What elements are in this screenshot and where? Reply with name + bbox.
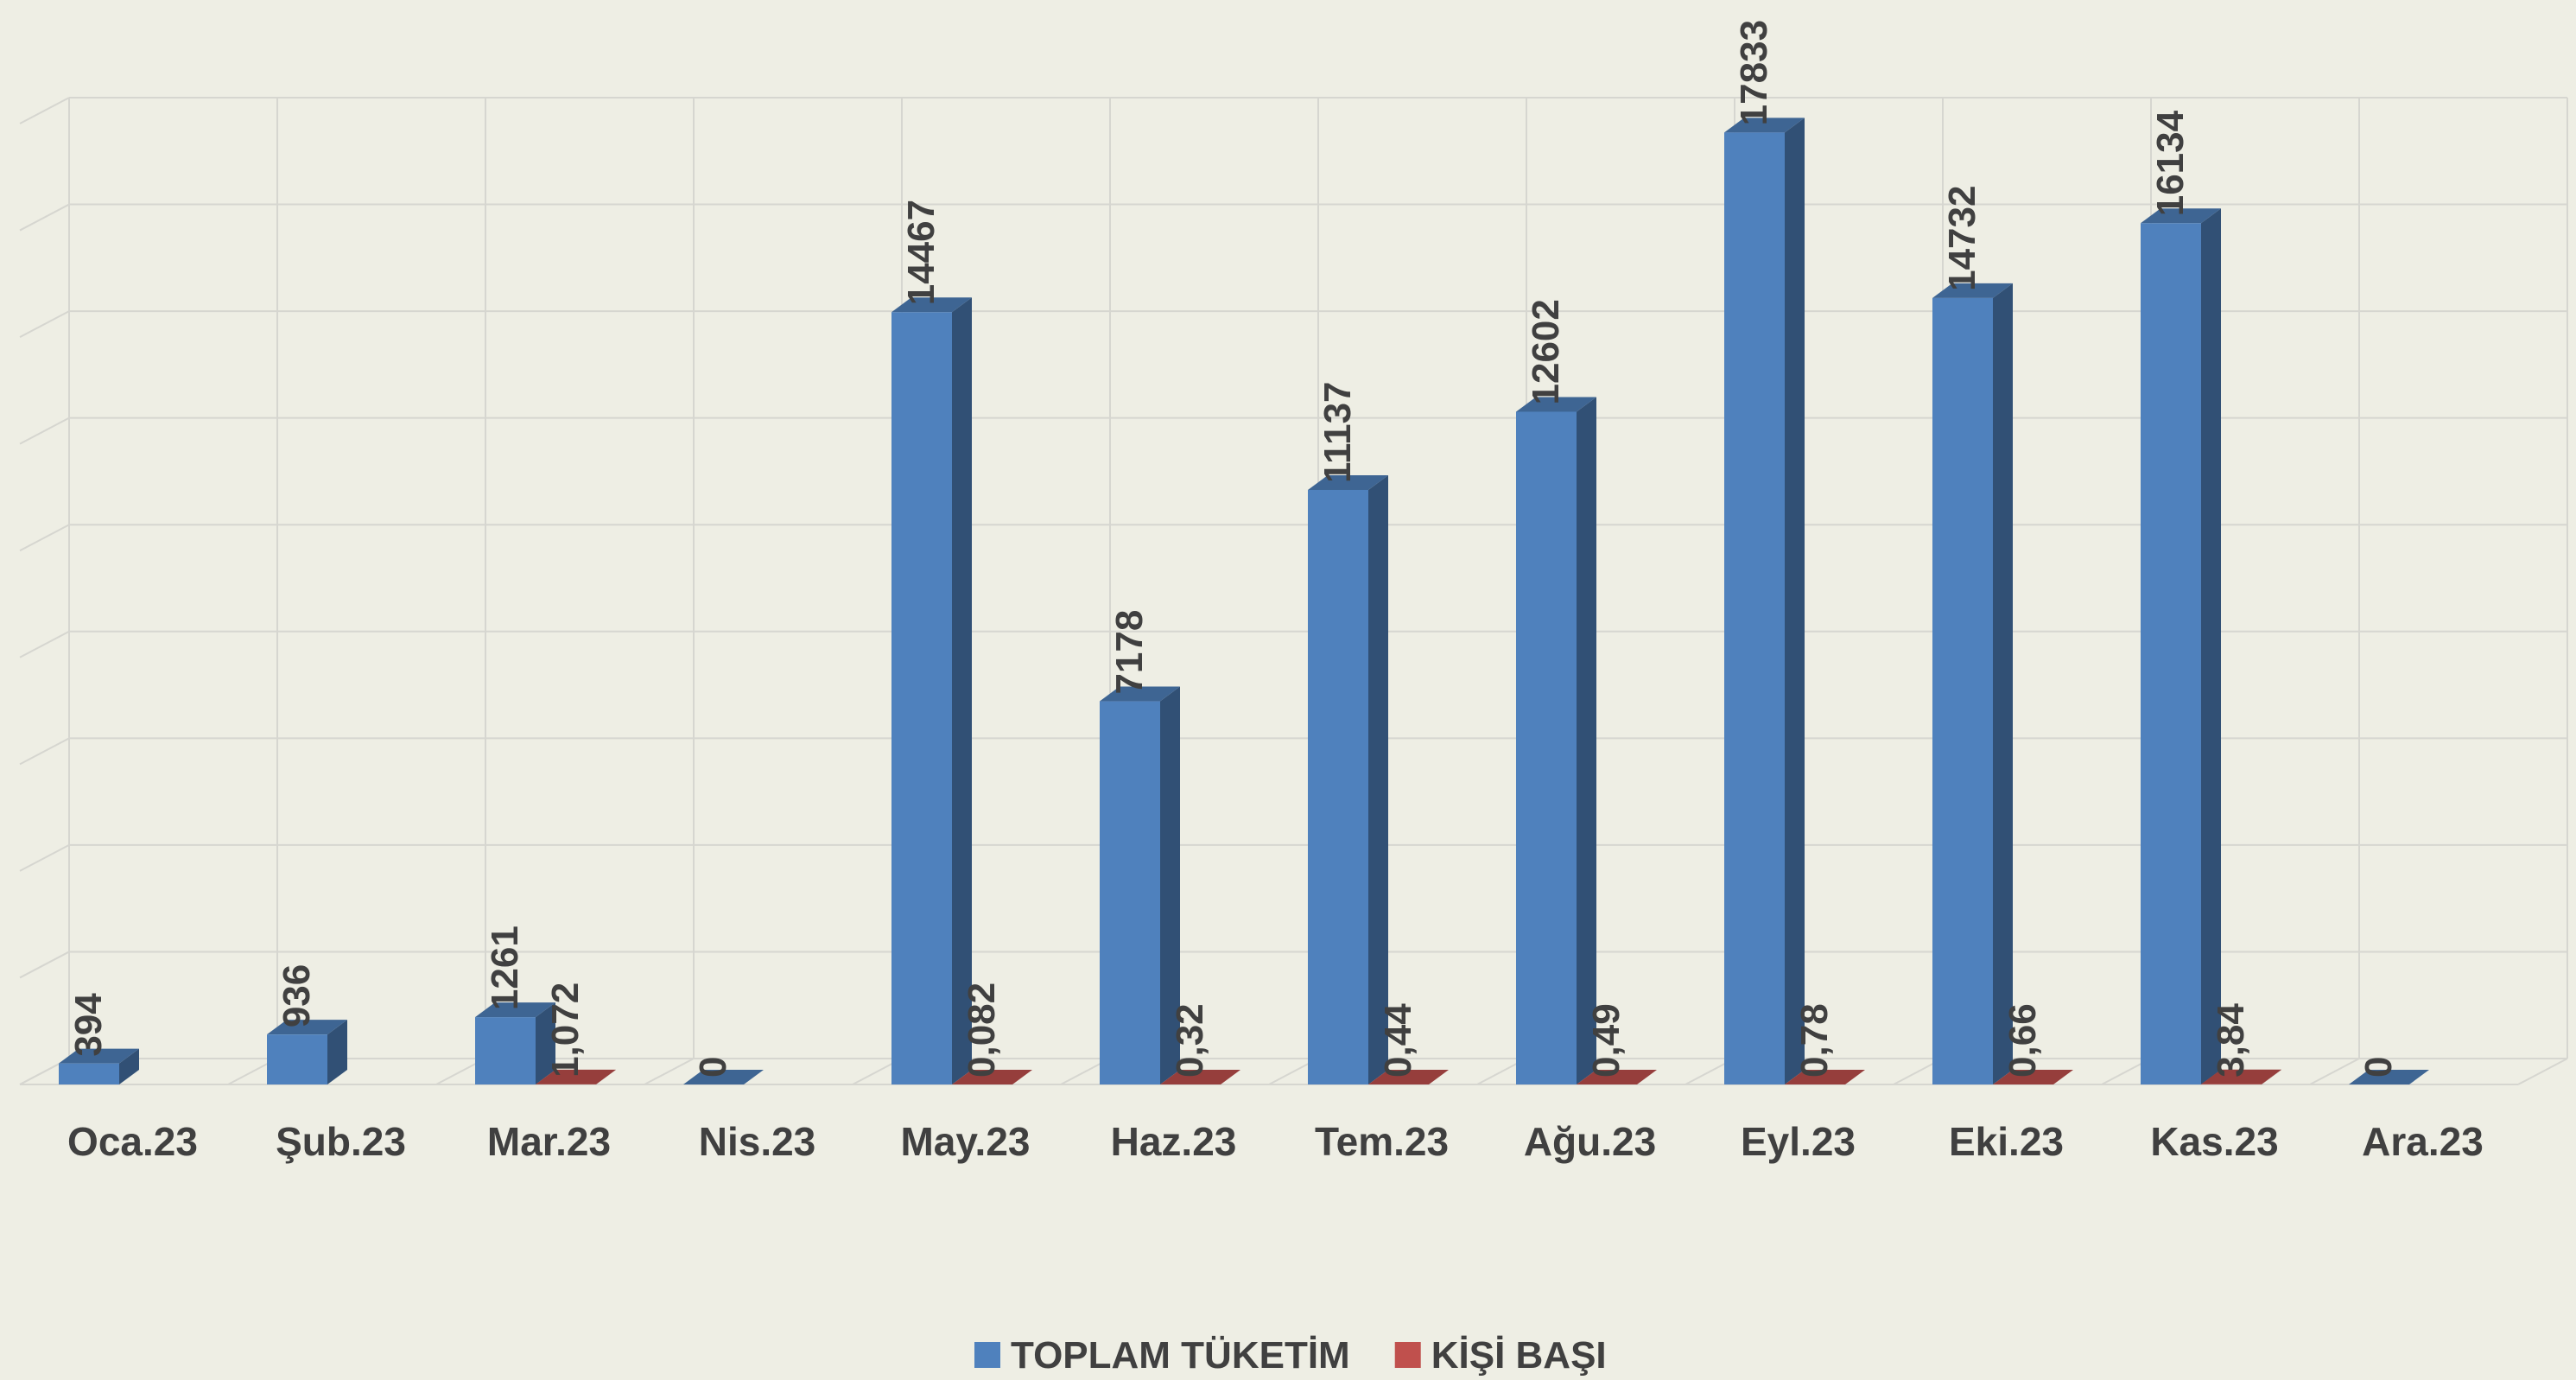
bar-side <box>1012 1069 1032 1084</box>
side-grid-line <box>19 524 70 552</box>
data-label: 0 <box>692 1057 734 1078</box>
x-tick-label: Ara.23 <box>2362 1119 2484 1164</box>
data-label: 0,082 <box>961 983 1003 1078</box>
bar <box>267 1034 327 1084</box>
x-tick-label: Mar.23 <box>487 1119 611 1164</box>
bar-top <box>536 1069 616 1084</box>
data-label: 11137 <box>1317 381 1359 483</box>
side-grid-line <box>19 310 70 338</box>
x-tick-label: May.23 <box>900 1119 1030 1164</box>
bar-side <box>536 1002 555 1084</box>
x-tick-label: Ağu.23 <box>1524 1119 1656 1164</box>
bar-top <box>683 1070 764 1084</box>
data-label: 0,49 <box>1585 1003 1627 1078</box>
bar-top <box>1785 1069 1865 1084</box>
bar <box>1100 701 1160 1084</box>
bar <box>1516 411 1577 1084</box>
bar-side <box>1845 1069 1865 1084</box>
side-grid-line <box>19 97 70 124</box>
bar-top <box>1160 1069 1240 1084</box>
bar-top <box>1724 118 1805 133</box>
bar <box>1308 489 1368 1084</box>
bar-side <box>1160 686 1180 1084</box>
data-label: 0,78 <box>1793 1003 1836 1078</box>
bar-top <box>2141 208 2221 224</box>
bar <box>59 1063 119 1084</box>
bar-top <box>2349 1070 2429 1084</box>
x-tick-label: Eyl.23 <box>1741 1119 1856 1164</box>
bar-side <box>1221 1069 1240 1084</box>
bar-top <box>891 297 972 313</box>
x-tick-label: Kas.23 <box>2150 1119 2278 1164</box>
data-label: 14467 <box>900 200 942 305</box>
bar-side <box>1429 1069 1449 1084</box>
floor-line <box>2309 1058 2360 1085</box>
bar <box>1724 132 1785 1084</box>
bar-side <box>1368 474 1388 1084</box>
bar <box>475 1017 536 1084</box>
data-label: 0,66 <box>2002 1003 2044 1078</box>
bar-side <box>2053 1069 2073 1084</box>
bar-top <box>267 1020 347 1035</box>
floor-line <box>644 1058 695 1085</box>
bar-top <box>475 1002 555 1018</box>
data-label: 14732 <box>1941 186 1983 291</box>
legend-label: TOPLAM TÜKETİM <box>1011 1334 1350 1377</box>
bar <box>891 312 952 1085</box>
bar-side <box>952 297 972 1085</box>
side-grid-line <box>19 630 70 658</box>
bar-side <box>327 1020 347 1084</box>
legend-swatch <box>1394 1342 1421 1368</box>
legend-label: KİŞİ BAŞI <box>1431 1334 1607 1377</box>
data-label: 17833 <box>1733 20 1775 125</box>
bar-top <box>1308 474 1388 490</box>
data-label: 0 <box>2357 1057 2400 1078</box>
bar-side <box>1577 397 1596 1084</box>
bar-top <box>1100 686 1180 702</box>
x-tick-label: Tem.23 <box>1315 1119 1449 1164</box>
side-grid-line <box>19 203 70 232</box>
side-grid-line <box>19 417 70 445</box>
bar-side <box>596 1069 616 1084</box>
bar-top <box>1932 283 2013 298</box>
bar-side <box>2262 1069 2281 1084</box>
bar-top <box>1577 1069 1657 1084</box>
x-tick-label: Nis.23 <box>699 1119 816 1164</box>
bar-top <box>1516 397 1596 412</box>
data-label: 16134 <box>2149 110 2192 216</box>
data-label: 7178 <box>1108 610 1151 695</box>
legend: TOPLAM TÜKETİM KİŞİ BAŞI <box>974 1334 1607 1377</box>
bar-top <box>1993 1069 2073 1084</box>
bar-side <box>1637 1069 1657 1084</box>
data-label: 0,44 <box>1377 1003 1419 1078</box>
bar <box>1932 297 1993 1084</box>
bar-side <box>1785 118 1805 1084</box>
data-label: 3,84 <box>2210 1003 2252 1078</box>
data-label: 0,32 <box>1169 1003 1211 1078</box>
floor-line <box>2517 1058 2568 1085</box>
bar-side <box>119 1048 139 1084</box>
side-grid-line <box>19 844 70 872</box>
x-tick-label: Eki.23 <box>1949 1119 2064 1164</box>
bar-side <box>1993 283 2013 1084</box>
side-grid-line <box>19 737 70 766</box>
bar <box>2141 223 2201 1084</box>
side-grid-line <box>19 951 70 979</box>
data-label: 1,072 <box>544 983 587 1078</box>
data-label: 936 <box>276 964 318 1027</box>
bar-side <box>2201 208 2221 1084</box>
data-label: 12602 <box>1525 299 1567 404</box>
x-tick-label: Şub.23 <box>276 1119 406 1164</box>
data-label: 1261 <box>484 925 526 1010</box>
x-tick-label: Oca.23 <box>67 1119 198 1164</box>
legend-swatch <box>974 1342 1000 1368</box>
data-label: 394 <box>67 993 110 1057</box>
x-tick-label: Haz.23 <box>1111 1119 1237 1164</box>
bar-top <box>59 1048 139 1064</box>
bar-top <box>952 1069 1032 1084</box>
bar-top <box>2201 1069 2281 1084</box>
bar-top <box>1368 1069 1449 1084</box>
